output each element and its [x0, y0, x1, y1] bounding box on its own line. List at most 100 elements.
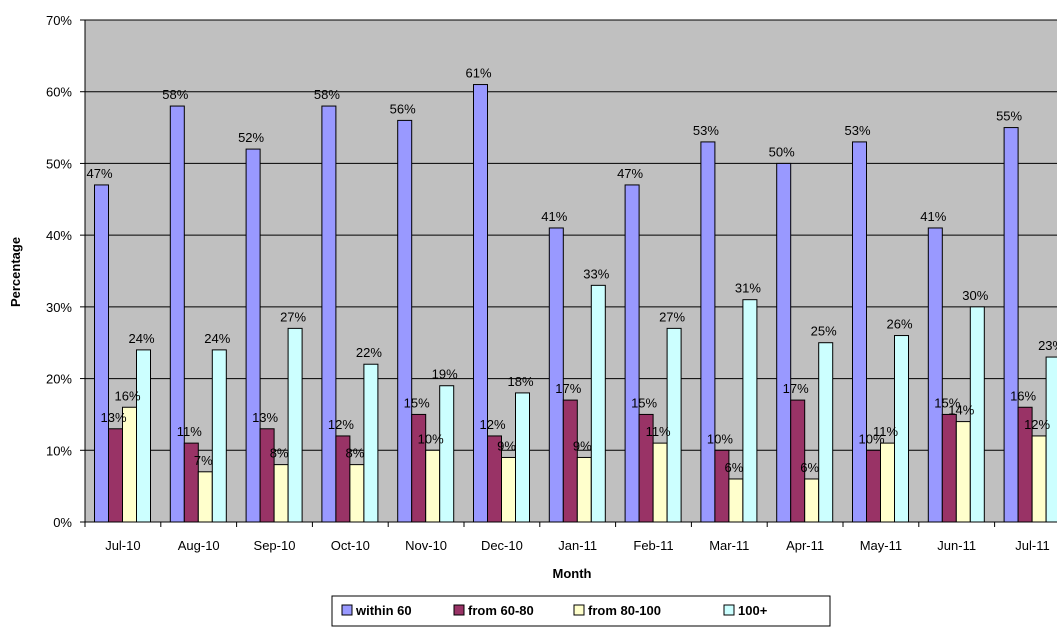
bar-within-60-feb-11 — [624, 184, 640, 523]
x-tick-label: May-11 — [860, 538, 902, 553]
data-label: 16% — [1010, 388, 1036, 403]
bar-from-60-80-may-11 — [866, 449, 881, 523]
legend-swatch — [341, 604, 353, 616]
x-tick-label: Mar-11 — [709, 538, 749, 553]
bar-within-60-nov-10 — [397, 119, 413, 523]
bar-100+-oct-10 — [363, 363, 379, 523]
data-label: 10% — [707, 431, 733, 446]
data-label: 47% — [86, 166, 112, 181]
data-label: 7% — [194, 453, 213, 468]
data-label: 10% — [858, 431, 884, 446]
bar-from-80-100-oct-10 — [349, 464, 365, 523]
y-axis-title: Percentage — [8, 237, 23, 307]
data-label: 9% — [497, 438, 516, 453]
bar-from-60-80-jul-10 — [108, 428, 123, 523]
data-label: 26% — [886, 317, 912, 332]
data-label: 33% — [583, 266, 609, 281]
data-label: 13% — [100, 410, 126, 425]
data-label: 23% — [1038, 338, 1057, 353]
axes: 0% 10% 20% 30% 40% 50% 60% 70% Jul-10 Aug-10 Sep-1… — [46, 13, 1057, 553]
x-tick-label: Jun-11 — [937, 538, 976, 553]
data-label: 52% — [238, 130, 264, 145]
legend-swatch — [573, 604, 585, 616]
bar-from-80-100-dec-10 — [501, 456, 516, 523]
data-label: 15% — [631, 395, 657, 410]
bar-100+-apr-11 — [818, 342, 834, 523]
data-label: 22% — [356, 345, 382, 360]
data-label: 50% — [769, 144, 795, 159]
data-label: 27% — [280, 309, 306, 324]
data-label: 8% — [346, 446, 365, 461]
x-tick-label: Jan-11 — [558, 538, 597, 553]
data-label: 9% — [573, 438, 592, 453]
x-tick-label: Jul-11 — [1015, 538, 1049, 553]
bar-from-80-100-jan-11 — [576, 456, 592, 523]
data-label: 11% — [177, 424, 202, 439]
legend-label: within 60 — [355, 603, 412, 618]
bar-100+-nov-10 — [439, 385, 455, 523]
data-label: 24% — [204, 331, 230, 346]
data-label: 61% — [465, 66, 491, 81]
bar-from-80-100-aug-10 — [197, 471, 213, 523]
bar-within-60-jul-10 — [94, 184, 109, 523]
bar-from-80-100-nov-10 — [425, 449, 441, 523]
bar-from-80-100-jul-11 — [1031, 435, 1047, 523]
bar-from-80-100-feb-11 — [652, 442, 668, 523]
y-tick-label: 20% — [46, 372, 72, 387]
data-label: 56% — [390, 101, 416, 116]
data-label: 10% — [418, 431, 444, 446]
x-tick-label: Apr-11 — [786, 538, 824, 553]
bar-within-60-oct-10 — [321, 105, 337, 523]
bar-from-80-100-sep-10 — [273, 464, 289, 523]
bar-within-60-aug-10 — [169, 105, 185, 523]
data-label: 30% — [962, 288, 988, 303]
bar-within-60-jun-11 — [927, 227, 943, 523]
data-label: 16% — [114, 388, 140, 403]
bar-from-60-80-sep-10 — [259, 428, 275, 523]
y-tick-label: 10% — [46, 443, 72, 458]
legend: within 60 from 60-80 from 80-100 100+ — [331, 595, 831, 627]
bar-100+-jul-10 — [136, 349, 151, 523]
data-label: 41% — [920, 209, 946, 224]
plot-area — [85, 19, 1057, 523]
data-label: 6% — [800, 460, 819, 475]
data-label: 17% — [555, 381, 581, 396]
bar-from-80-100-jun-11 — [955, 421, 971, 523]
y-tick-label: 70% — [46, 13, 72, 28]
data-label: 27% — [659, 309, 685, 324]
bar-from-80-100-mar-11 — [728, 478, 744, 523]
bar-100+-jul-11 — [1045, 356, 1057, 523]
bar-from-60-80-jan-11 — [562, 399, 578, 523]
data-label: 12% — [479, 417, 505, 432]
legend-label: 100+ — [738, 603, 768, 618]
data-label: 58% — [314, 87, 340, 102]
x-tick-label: Feb-11 — [633, 538, 673, 553]
legend-label: from 60-80 — [468, 603, 534, 618]
data-label: 47% — [617, 166, 643, 181]
data-label: 31% — [735, 281, 761, 296]
data-label: 25% — [811, 324, 837, 339]
bar-from-80-100-may-11 — [880, 442, 895, 523]
bar-100+-jan-11 — [590, 284, 606, 523]
data-label: 6% — [725, 460, 744, 475]
x-tick-label: Sep-10 — [254, 538, 296, 553]
data-label: 12% — [328, 417, 354, 432]
bar-100+-aug-10 — [211, 349, 227, 523]
legend-label: from 80-100 — [588, 603, 661, 618]
x-tick-label: Nov-10 — [405, 538, 447, 553]
data-label: 17% — [783, 381, 809, 396]
bar-within-60-jul-11 — [1003, 127, 1019, 523]
y-tick-label: 50% — [46, 156, 72, 171]
data-label: 12% — [1024, 417, 1050, 432]
bar-from-60-80-jun-11 — [941, 413, 957, 523]
y-tick-label: 60% — [46, 85, 72, 100]
data-label: 19% — [432, 367, 458, 382]
y-tick-label: 40% — [46, 228, 72, 243]
bar-100+-dec-10 — [515, 392, 530, 523]
y-tick-label: 0% — [53, 515, 72, 530]
y-tick-label: 30% — [46, 300, 72, 315]
data-labels: 47% 13% 16% 24% 58% 11% 7% 24% 52% 13% 8% 27% 58% 12%… — [86, 66, 1057, 475]
data-label: 11% — [873, 424, 898, 439]
data-label: 13% — [252, 410, 278, 425]
